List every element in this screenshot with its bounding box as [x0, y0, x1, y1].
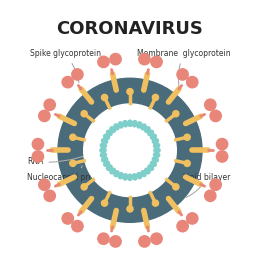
Circle shape [44, 190, 55, 202]
Text: Spike glycoprotein: Spike glycoprotein [30, 49, 101, 83]
Circle shape [81, 111, 87, 117]
Circle shape [101, 94, 108, 101]
Circle shape [216, 138, 228, 150]
Ellipse shape [152, 139, 158, 143]
Circle shape [62, 76, 73, 88]
Circle shape [70, 160, 76, 166]
Circle shape [177, 69, 188, 80]
Ellipse shape [141, 124, 146, 130]
Ellipse shape [148, 165, 153, 170]
Circle shape [39, 110, 50, 122]
Ellipse shape [102, 157, 108, 162]
Circle shape [152, 94, 159, 101]
Circle shape [32, 151, 44, 162]
Ellipse shape [123, 121, 128, 127]
Circle shape [210, 110, 221, 122]
Circle shape [70, 134, 76, 140]
Circle shape [173, 111, 179, 117]
Circle shape [139, 236, 150, 247]
Ellipse shape [100, 153, 107, 157]
Circle shape [184, 134, 190, 140]
Circle shape [151, 56, 162, 67]
Ellipse shape [128, 174, 132, 180]
Ellipse shape [100, 148, 106, 153]
Circle shape [187, 76, 198, 88]
Ellipse shape [123, 174, 128, 180]
Circle shape [39, 179, 50, 190]
Ellipse shape [148, 130, 153, 136]
Circle shape [184, 160, 190, 166]
Ellipse shape [104, 161, 109, 166]
Circle shape [173, 184, 179, 190]
Circle shape [127, 88, 133, 95]
Ellipse shape [107, 130, 112, 136]
Ellipse shape [154, 148, 160, 153]
Ellipse shape [118, 173, 123, 179]
Circle shape [139, 53, 150, 65]
Circle shape [72, 69, 83, 80]
Ellipse shape [137, 173, 142, 179]
Circle shape [205, 99, 216, 110]
Ellipse shape [110, 168, 115, 174]
Ellipse shape [114, 171, 119, 177]
Circle shape [44, 99, 55, 110]
Ellipse shape [153, 143, 160, 148]
Circle shape [152, 200, 159, 206]
Circle shape [98, 56, 109, 67]
Text: CORONAVIRUS: CORONAVIRUS [57, 20, 203, 38]
Circle shape [127, 206, 133, 212]
Circle shape [58, 78, 202, 222]
Ellipse shape [110, 127, 115, 132]
Ellipse shape [102, 139, 108, 143]
Circle shape [32, 138, 44, 150]
Circle shape [216, 151, 228, 162]
Circle shape [84, 104, 176, 197]
Circle shape [72, 220, 83, 232]
Ellipse shape [151, 161, 156, 166]
Circle shape [110, 53, 121, 65]
Ellipse shape [107, 165, 112, 170]
Circle shape [110, 236, 121, 247]
Circle shape [187, 213, 198, 224]
Circle shape [98, 233, 109, 244]
Ellipse shape [118, 122, 123, 128]
Text: RNA: RNA [27, 146, 107, 166]
Circle shape [62, 213, 73, 224]
Ellipse shape [114, 124, 119, 130]
Circle shape [205, 190, 216, 202]
Text: Lipid bilayer: Lipid bilayer [183, 173, 230, 197]
Ellipse shape [132, 121, 137, 127]
Text: Membrane  glycoprotein: Membrane glycoprotein [137, 49, 230, 88]
Circle shape [177, 220, 188, 232]
Ellipse shape [104, 134, 109, 139]
Ellipse shape [152, 157, 158, 162]
Ellipse shape [145, 168, 150, 174]
Ellipse shape [145, 127, 150, 132]
Circle shape [210, 179, 221, 190]
Circle shape [151, 233, 162, 244]
Ellipse shape [128, 120, 132, 126]
Ellipse shape [153, 153, 160, 157]
Circle shape [81, 184, 87, 190]
Ellipse shape [141, 171, 146, 177]
Text: Nucleocapsid proteins: Nucleocapsid proteins [27, 166, 112, 182]
Ellipse shape [132, 174, 137, 180]
Circle shape [101, 200, 108, 206]
Ellipse shape [151, 134, 156, 139]
Ellipse shape [100, 143, 107, 148]
Ellipse shape [137, 122, 142, 128]
